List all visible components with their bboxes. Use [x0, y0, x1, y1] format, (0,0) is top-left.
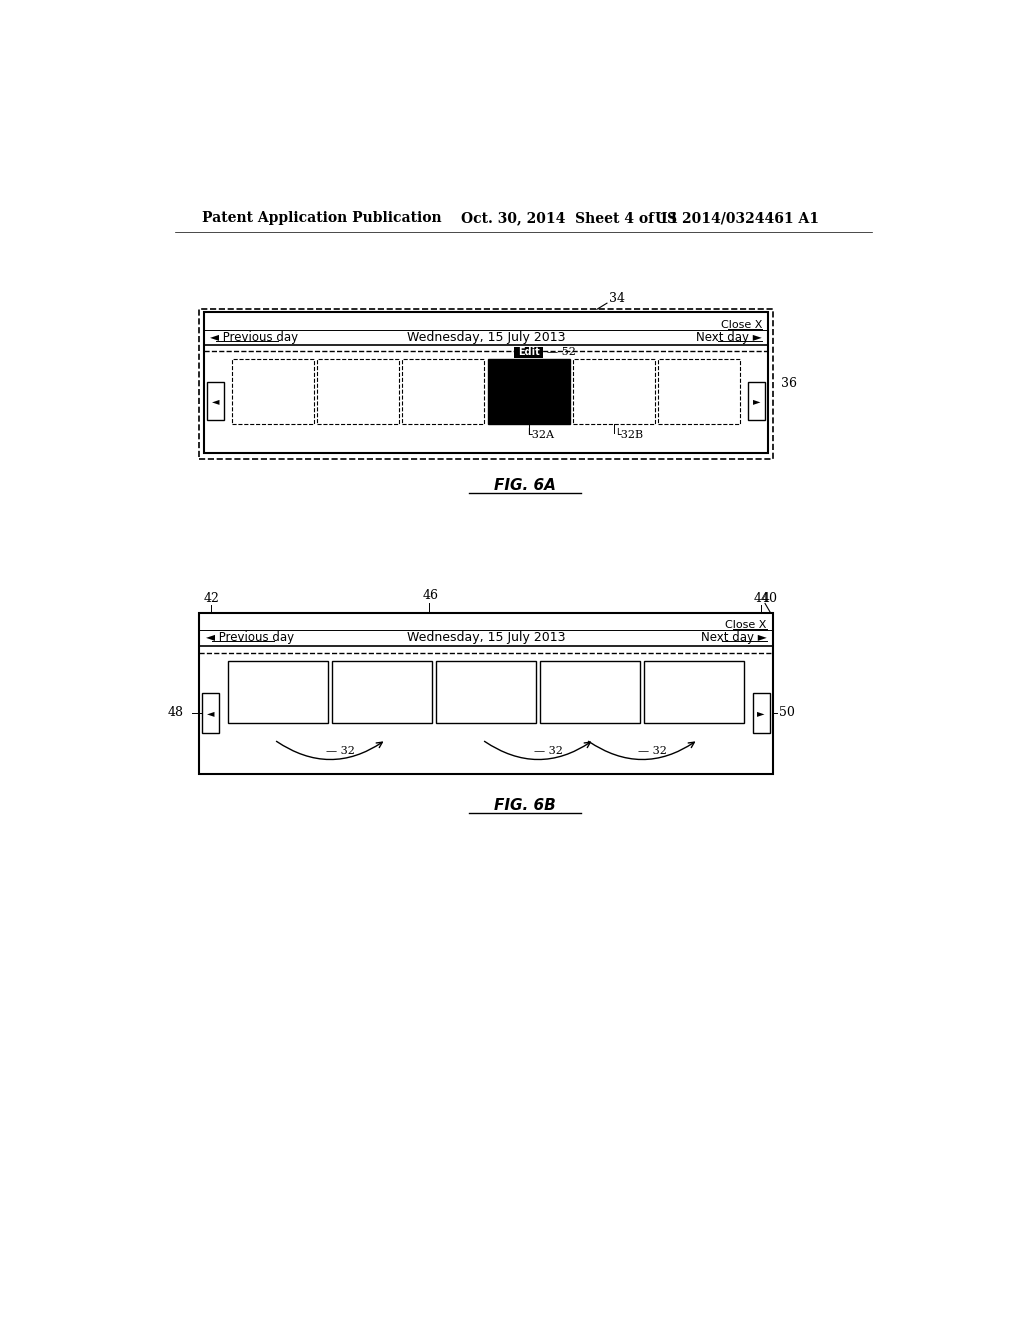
Text: 46: 46 — [423, 589, 438, 602]
Text: 44: 44 — [754, 593, 769, 606]
Text: — 32: — 32 — [327, 746, 355, 755]
Text: FIG. 6A: FIG. 6A — [494, 478, 556, 494]
Text: Wednesday, 15 July 2013: Wednesday, 15 July 2013 — [407, 631, 565, 644]
Text: Edit: Edit — [518, 347, 540, 358]
Text: 40: 40 — [761, 593, 777, 606]
Bar — [332, 661, 432, 723]
Text: ◄: ◄ — [207, 708, 215, 718]
Bar — [658, 359, 740, 424]
Bar — [402, 359, 484, 424]
Text: ►: ► — [753, 396, 760, 407]
Bar — [204, 313, 768, 453]
Text: FIG. 6B: FIG. 6B — [494, 797, 556, 813]
Bar — [203, 693, 219, 733]
Text: ►: ► — [758, 708, 765, 718]
Bar — [644, 661, 744, 723]
Text: 50: 50 — [779, 706, 795, 719]
Bar — [207, 381, 224, 420]
Bar — [753, 693, 770, 733]
Text: 48: 48 — [168, 706, 183, 719]
Text: Next day ►: Next day ► — [696, 330, 762, 343]
Text: — 32: — 32 — [535, 746, 563, 755]
Bar — [436, 661, 537, 723]
Bar — [200, 612, 773, 775]
Text: Close X: Close X — [721, 319, 762, 330]
Text: 34: 34 — [608, 292, 625, 305]
Text: 36: 36 — [780, 376, 797, 389]
Bar — [200, 309, 773, 459]
Text: ◄ Previous day: ◄ Previous day — [210, 330, 298, 343]
Bar — [317, 359, 399, 424]
Text: └32B: └32B — [613, 430, 643, 440]
Bar — [514, 347, 544, 358]
Text: US 2014/0324461 A1: US 2014/0324461 A1 — [655, 211, 819, 226]
Text: — 52: — 52 — [547, 347, 577, 358]
Bar — [487, 359, 569, 424]
Text: └32A: └32A — [524, 430, 554, 440]
Text: ◄ Previous day: ◄ Previous day — [206, 631, 294, 644]
Text: Oct. 30, 2014  Sheet 4 of 11: Oct. 30, 2014 Sheet 4 of 11 — [461, 211, 679, 226]
Bar — [572, 359, 654, 424]
Text: — 32: — 32 — [638, 746, 667, 755]
Text: Next day ►: Next day ► — [700, 631, 767, 644]
Bar — [540, 661, 640, 723]
Text: Close X: Close X — [725, 620, 767, 630]
Text: Patent Application Publication: Patent Application Publication — [202, 211, 441, 226]
Bar — [748, 381, 765, 420]
Bar — [232, 359, 314, 424]
Text: ◄: ◄ — [212, 396, 219, 407]
Bar — [228, 661, 328, 723]
Text: 42: 42 — [203, 593, 219, 606]
Text: Wednesday, 15 July 2013: Wednesday, 15 July 2013 — [407, 330, 565, 343]
Bar — [487, 359, 569, 424]
